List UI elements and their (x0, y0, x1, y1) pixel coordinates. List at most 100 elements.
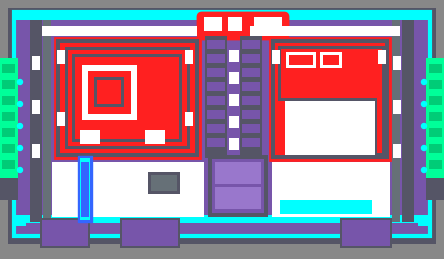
Bar (14, 12, 430, 20)
Bar (281, 49, 378, 98)
Bar (429, 112, 442, 121)
Bar (207, 124, 225, 133)
Bar (2, 144, 15, 153)
Bar (242, 68, 260, 77)
Bar (14, 218, 26, 226)
Bar (207, 54, 225, 63)
Bar (378, 50, 386, 64)
Bar (242, 82, 260, 91)
Bar (393, 144, 401, 158)
Bar (286, 52, 316, 68)
Bar (429, 64, 442, 73)
Bar (242, 124, 260, 133)
Bar (250, 26, 400, 36)
Bar (392, 20, 400, 222)
Bar (215, 162, 261, 184)
Bar (283, 98, 377, 101)
Bar (30, 20, 42, 222)
Bar (429, 80, 442, 89)
Bar (320, 52, 342, 68)
Bar (429, 160, 442, 169)
Bar (254, 17, 282, 31)
Bar (14, 12, 430, 236)
Bar (32, 100, 40, 114)
Bar (272, 50, 280, 64)
Bar (278, 46, 381, 101)
Bar (68, 50, 187, 146)
Bar (81, 162, 89, 217)
Bar (426, 178, 444, 200)
Circle shape (421, 146, 427, 150)
Bar (57, 112, 65, 126)
Bar (80, 130, 100, 144)
Bar (285, 100, 375, 155)
Bar (242, 138, 260, 147)
Circle shape (17, 102, 23, 106)
Bar (229, 72, 239, 84)
Bar (207, 82, 225, 91)
Circle shape (421, 124, 427, 128)
Bar (43, 20, 51, 222)
Bar (72, 54, 182, 142)
Bar (340, 218, 392, 248)
Bar (52, 162, 204, 217)
Bar (242, 40, 260, 49)
Bar (373, 46, 385, 156)
Bar (418, 218, 430, 226)
Circle shape (421, 80, 427, 84)
Bar (148, 172, 180, 194)
Bar (242, 110, 260, 119)
Bar (207, 68, 225, 77)
Bar (57, 50, 65, 64)
Bar (60, 43, 195, 153)
FancyBboxPatch shape (198, 13, 288, 39)
Bar (229, 94, 239, 106)
Bar (272, 40, 388, 158)
Bar (145, 130, 165, 144)
Bar (289, 55, 313, 65)
Bar (2, 80, 15, 89)
Bar (2, 128, 15, 137)
Bar (14, 215, 430, 223)
Bar (207, 110, 225, 119)
Circle shape (17, 124, 23, 128)
Bar (208, 155, 268, 217)
Bar (342, 220, 390, 246)
Bar (122, 220, 178, 246)
Circle shape (421, 168, 427, 172)
Bar (55, 38, 200, 158)
Bar (2, 160, 15, 169)
Bar (242, 96, 260, 105)
Bar (215, 187, 261, 209)
Bar (2, 112, 15, 121)
Bar (242, 54, 260, 63)
Bar (377, 49, 382, 153)
Bar (32, 144, 40, 158)
Bar (120, 218, 180, 248)
Circle shape (421, 102, 427, 106)
Bar (402, 20, 414, 222)
Bar (207, 40, 225, 49)
Bar (280, 200, 372, 214)
Bar (393, 100, 401, 114)
Circle shape (17, 80, 23, 84)
Bar (229, 138, 239, 150)
Bar (272, 162, 390, 217)
Bar (270, 38, 390, 160)
Bar (80, 158, 90, 220)
Bar (207, 96, 225, 105)
Bar (88, 71, 131, 114)
Bar (0, 178, 18, 200)
Circle shape (17, 146, 23, 150)
Bar (240, 36, 262, 158)
Circle shape (17, 168, 23, 172)
Bar (228, 17, 242, 31)
Bar (429, 144, 442, 153)
Bar (429, 128, 442, 137)
Bar (426, 58, 444, 178)
Bar (205, 36, 227, 158)
Bar (2, 64, 15, 73)
Bar (57, 40, 198, 156)
Bar (82, 65, 137, 120)
Bar (75, 57, 179, 139)
